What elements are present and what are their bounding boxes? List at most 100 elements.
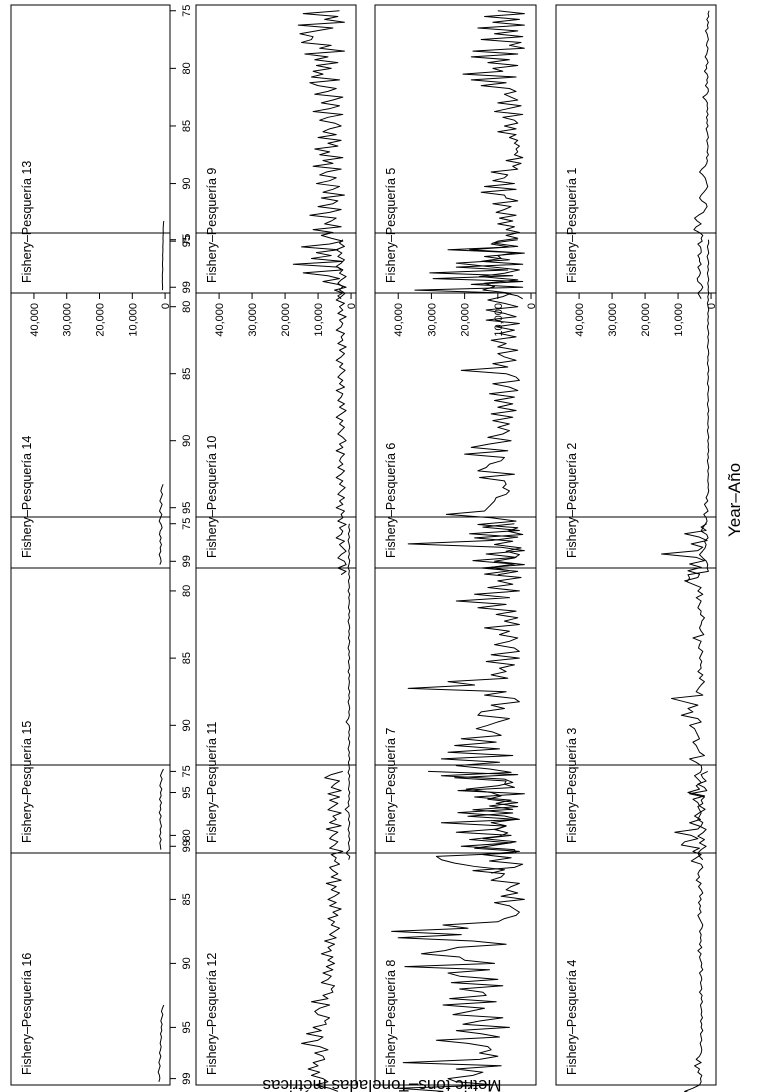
panel-15: Fishery–Pesquería 15 75 80 85 90 95 99 [10, 516, 193, 854]
panel-title: Fishery–Pesquería 13 [20, 161, 34, 283]
y-tick-label: 0 [526, 303, 538, 309]
panel-title: Fishery–Pesquería 10 [205, 436, 219, 558]
panel-title: Fishery–Pesquería 1 [565, 168, 579, 283]
y-tick-label: 0 [160, 303, 172, 309]
y-tick-label: 0 [706, 303, 718, 309]
series-line [301, 770, 344, 1092]
panel-3: Fishery–Pesquería 3 [555, 516, 717, 861]
panel-title: Fishery–Pesquería 9 [205, 168, 219, 283]
y-tick-label: 40,000 [393, 303, 405, 337]
x-tick-label: 85 [181, 120, 193, 132]
x-tick-label: 95 [181, 235, 193, 247]
series-line [693, 10, 710, 300]
x-tick-label: 99 [181, 281, 193, 293]
panel-frame [10, 4, 171, 294]
series-line [158, 768, 164, 850]
panel-frame [555, 516, 717, 854]
panel-4: Fishery–Pesquería 4 [555, 764, 717, 1092]
panel-10: Fishery–Pesquería 10 [195, 232, 357, 576]
panel-5: Fishery–Pesquería 5010,00020,00030,00040… [374, 4, 538, 337]
panel-title: Fishery–Pesquería 4 [565, 960, 579, 1075]
panel-13: Fishery–Pesquería 13 75 80 85 90 95 99 0 10,000 2… [10, 4, 193, 337]
y-tick-label: 40,000 [214, 303, 226, 337]
x-tick-label: 90 [181, 719, 193, 731]
panel-frame [374, 516, 537, 854]
x-tick-label: 95 [181, 502, 193, 514]
series-line [344, 523, 351, 860]
y-tick-label: 30,000 [62, 303, 74, 337]
panel-frame [374, 232, 537, 569]
x-tick-label: 75 [181, 234, 193, 246]
panel-frame [195, 4, 357, 294]
panel-title: Fishery–Pesquería 12 [205, 953, 219, 1075]
y-tick-label: 10,000 [673, 303, 685, 337]
series-line [292, 10, 347, 300]
x-tick-label: 90 [181, 177, 193, 189]
panel-title: Fishery–Pesquería 7 [384, 728, 398, 843]
x-tick-label: 99 [181, 840, 193, 852]
x-tick-label: 85 [181, 652, 193, 664]
x-tick-label: 95 [181, 786, 193, 798]
panel-frame [555, 764, 717, 1086]
y-tick-label: 30,000 [247, 303, 259, 337]
panel-14: Fishery–Pesquería 14 75 80 85 90 95 99 [10, 232, 193, 569]
y-tick-label: 40,000 [29, 303, 41, 337]
x-tick-label: 99 [181, 1072, 193, 1084]
series-line [445, 239, 525, 576]
x-tick-label: 75 [181, 518, 193, 530]
panel-frame [555, 232, 717, 569]
panel-title: Fishery–Pesquería 2 [565, 443, 579, 558]
x-tick-label: 99 [181, 555, 193, 567]
panel-frame [10, 232, 171, 569]
y-tick-label: 20,000 [460, 303, 472, 337]
panel-title: Fishery–Pesquería 15 [20, 721, 34, 843]
x-tick-label: 75 [181, 5, 193, 17]
series-line [158, 484, 164, 565]
y-tick-label: 10,000 [313, 303, 325, 337]
y-axis-title: Metric tons–Toneladas métricas [262, 1076, 501, 1092]
x-tick-label: 85 [181, 368, 193, 380]
x-axis-title: Year–Año [725, 463, 744, 537]
y-tick-label: 20,000 [640, 303, 652, 337]
panel-frame [555, 4, 717, 294]
plot-area: Fishery–Pesquería 1010,00020,00030,00040… [10, 4, 718, 1092]
series-line [414, 10, 525, 300]
y-tick-label: 20,000 [95, 303, 107, 337]
x-tick-label: 80 [181, 301, 193, 313]
y-tick-label: 20,000 [280, 303, 292, 337]
panel-9: Fishery–Pesquería 9 0 10,000 20,000 30,000 40… [195, 4, 358, 337]
panel-title: Fishery–Pesquería 8 [384, 960, 398, 1075]
x-tick-label: 80 [181, 62, 193, 74]
panel-frame [10, 516, 171, 854]
x-tick-label: 90 [181, 957, 193, 969]
panel-1: Fishery–Pesquería 1 0 10,000 20,000 30,000 40… [555, 4, 718, 337]
series-line [661, 523, 708, 861]
series-line [391, 770, 525, 1092]
panel-frame [195, 764, 357, 1086]
series-line [335, 239, 347, 576]
panel-title: Fishery–Pesquería 6 [384, 443, 398, 558]
panel-frame [374, 764, 537, 1086]
series-line [161, 220, 165, 291]
x-tick-label: 80 [181, 585, 193, 597]
series-line [674, 770, 708, 1092]
panel-2: Fishery–Pesquería 2 [555, 232, 717, 582]
x-tick-label: 85 [181, 893, 193, 905]
panel-8: Fishery–Pesquería 8 [374, 764, 537, 1092]
panel-11: Fishery–Pesquería 11 [195, 516, 357, 860]
panel-title: Fishery–Pesquería 11 [205, 722, 219, 843]
panel-title: Fishery–Pesquería 3 [565, 728, 579, 843]
panel-title: Fishery–Pesquería 14 [20, 436, 34, 558]
panel-16: Fishery–Pesquería 16 75 80 85 90 95 99 [10, 764, 193, 1086]
y-tick-label: 30,000 [607, 303, 619, 337]
panel-frame [195, 516, 357, 854]
x-tick-label: 80 [181, 829, 193, 841]
series-line [157, 1004, 165, 1082]
panel-frame [10, 764, 171, 1086]
panel-6: Fishery–Pesquería 6 [374, 232, 537, 576]
y-tick-label: 10,000 [127, 303, 139, 337]
panel-title: Fishery–Pesquería 16 [20, 953, 34, 1075]
y-tick-label: 40,000 [574, 303, 586, 337]
x-tick-label: 75 [181, 765, 193, 777]
